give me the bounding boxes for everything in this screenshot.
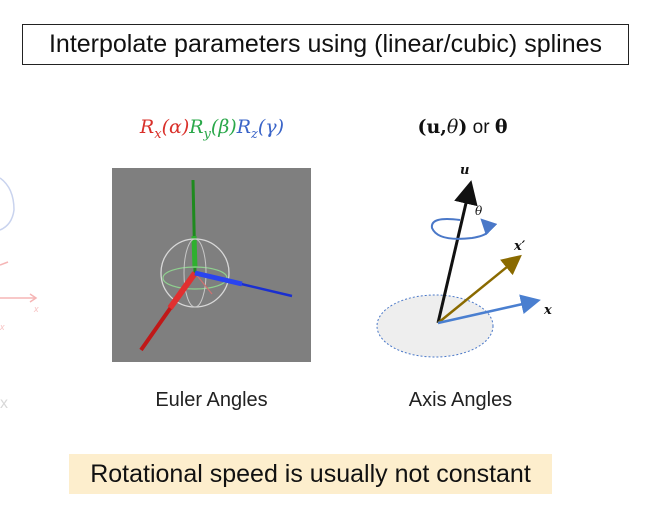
- x-prime-axis-arrow: [437, 254, 522, 324]
- faded-partial-diagram: x x x: [0, 177, 39, 412]
- rotation-arrow: [430, 218, 498, 240]
- slide-title: Interpolate parameters using (linear/cub…: [22, 24, 629, 65]
- euler-angles-caption: Euler Angles: [155, 389, 268, 411]
- axis-angles-caption: Axis Angles: [408, 389, 513, 411]
- u-label: u: [460, 163, 469, 178]
- faded-label-x1: x: [33, 304, 39, 314]
- euler-gimbal-image: [112, 168, 311, 362]
- note-callout: Rotational speed is usually not constant: [69, 454, 552, 494]
- axis-angle-formula: (u,θ) or θ: [417, 116, 508, 138]
- theta-label: θ: [475, 204, 483, 218]
- euler-term-ry: Ry(β): [189, 116, 237, 142]
- euler-term-rx: Rx(α): [139, 116, 190, 142]
- axis-angle-diagram: u θ x′ x: [376, 163, 552, 358]
- x-label: x: [543, 303, 552, 318]
- faded-label-x2: x: [0, 322, 5, 332]
- rotation-plane-disc: [376, 294, 494, 358]
- euler-formula: Rx(α)Ry(β)Rz(γ): [112, 116, 312, 142]
- faded-label-x3: x: [0, 395, 8, 412]
- euler-term-rz: Rz(γ): [236, 116, 285, 142]
- x-axis-arrow: [437, 294, 541, 325]
- u-axis-arrow: [436, 180, 478, 324]
- x-prime-label: x′: [513, 239, 526, 254]
